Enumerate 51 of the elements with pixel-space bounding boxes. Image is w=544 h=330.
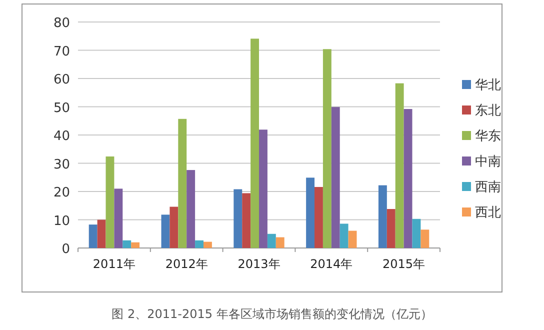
caption: 图 2、2011-2015 年各区域市场销售额的变化情况（亿元） xyxy=(112,307,432,321)
y-tick-label: 80 xyxy=(53,16,70,31)
bar xyxy=(97,220,106,248)
x-tick-label: 2012年 xyxy=(165,257,208,271)
bar xyxy=(234,189,242,248)
bar xyxy=(276,237,284,248)
bar xyxy=(131,242,140,248)
legend-label: 东北 xyxy=(475,104,501,118)
x-tick-label: 2014年 xyxy=(310,257,353,271)
legend-label: 西北 xyxy=(475,206,501,220)
y-tick-label: 10 xyxy=(53,214,70,229)
y-tick-label: 50 xyxy=(53,100,70,116)
y-tick-label: 20 xyxy=(53,186,70,200)
bar xyxy=(178,118,187,248)
bar xyxy=(88,224,98,248)
bar xyxy=(250,38,259,248)
legend-label: 西南 xyxy=(475,180,501,195)
bar xyxy=(170,206,178,248)
bar xyxy=(404,109,412,248)
bar xyxy=(331,107,340,248)
y-tick-label: 0 xyxy=(62,242,70,257)
y-tick-label: 70 xyxy=(53,44,70,60)
bar xyxy=(122,240,132,248)
y-tick-label: 40 xyxy=(53,129,70,144)
y-tick-label: 60 xyxy=(53,72,70,88)
legend-label: 华北 xyxy=(475,78,501,93)
x-tick-label: 2011年 xyxy=(92,257,136,271)
bar xyxy=(420,230,430,248)
bar xyxy=(161,214,170,248)
bar xyxy=(314,186,323,248)
bar xyxy=(106,156,114,248)
bar xyxy=(412,218,421,248)
legend-label: 华东 xyxy=(475,129,501,144)
bar xyxy=(267,234,276,248)
x-tick-label: 2015年 xyxy=(382,257,426,271)
bar xyxy=(114,188,123,248)
bar xyxy=(203,242,212,248)
bar xyxy=(395,83,404,248)
bar xyxy=(322,49,332,248)
x-tick-label: 2013年 xyxy=(238,257,280,271)
y-tick-label: 30 xyxy=(53,157,70,172)
bar xyxy=(348,230,357,248)
bar xyxy=(378,185,387,248)
bar xyxy=(386,209,396,248)
bar xyxy=(195,240,204,248)
bar xyxy=(186,170,196,248)
bar xyxy=(242,193,251,248)
legend-label: 中南 xyxy=(475,154,501,170)
bar xyxy=(340,224,348,248)
bar xyxy=(259,130,268,248)
bar xyxy=(306,178,315,248)
